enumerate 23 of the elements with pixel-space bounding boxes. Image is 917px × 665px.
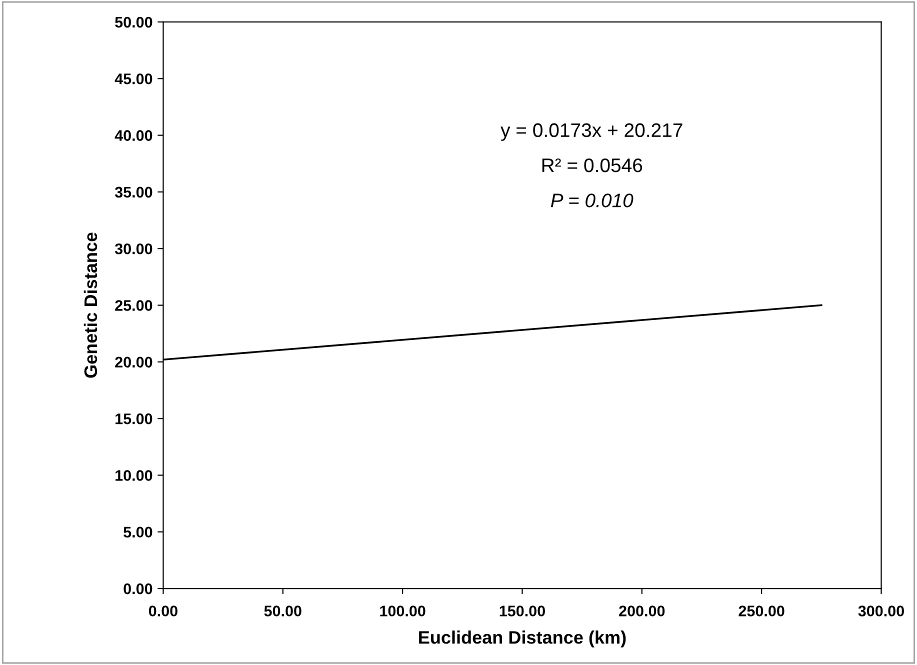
x-tick-label: 100.00 [380,606,426,616]
x-tick-label: 300.00 [858,606,904,616]
y-axis-title: Genetic Distance [84,232,98,378]
x-tick-label: 0.00 [148,606,178,616]
x-tick-label: 150.00 [500,606,545,616]
y-tick-label: 15.00 [116,413,152,424]
y-tick-label: 50.00 [115,16,152,28]
y-tick-label: 25.00 [115,300,152,311]
annotation: y = 0.0173x + 20.217 [500,123,682,141]
x-tick-label: 50.00 [264,606,302,616]
y-tick-label: 0.00 [124,583,152,594]
x-tick-label: 250.00 [738,606,784,616]
annotation: P = 0.010 [550,194,634,208]
y-tick-label: 40.00 [114,130,152,141]
y-tick-label: 5.00 [124,526,152,538]
x-axis-title: Euclidean Distance (km) [419,630,626,648]
y-tick-label: 35.00 [114,186,152,198]
y-tick-label: 30.00 [114,243,152,254]
annotation: R² = 0.0546 [542,158,642,172]
y-tick-label: 20.00 [115,356,152,368]
y-tick-label: 45.00 [114,73,152,84]
x-tick-label: 200.00 [619,606,665,616]
y-tick-label: 10.00 [116,470,152,481]
